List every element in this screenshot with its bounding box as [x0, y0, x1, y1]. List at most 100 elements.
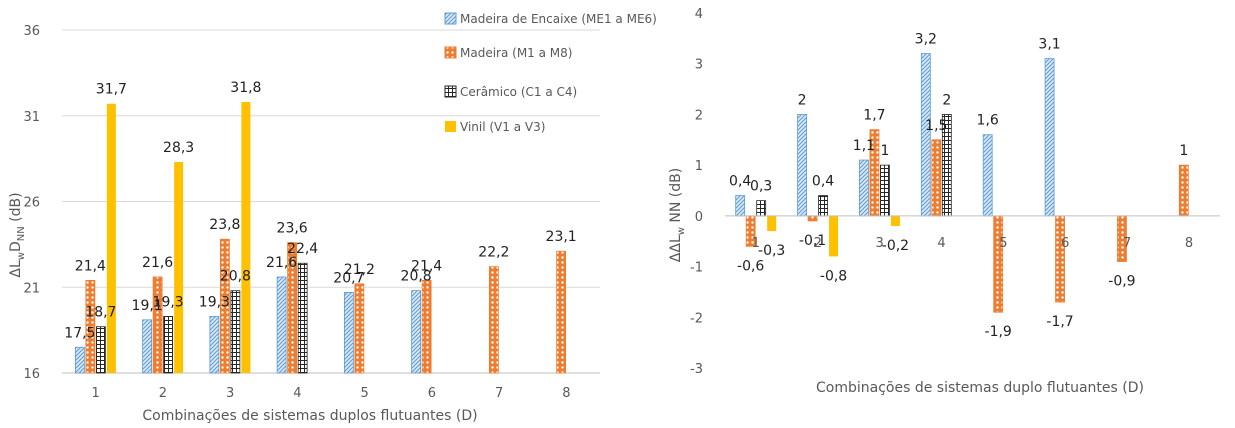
left-data-label: 31,7 [96, 82, 127, 98]
left-bar-madeira [152, 276, 163, 374]
left-x-tick-label: 5 [360, 386, 368, 401]
legend-item-vinil: Vinil (V1 a V3) [445, 120, 545, 134]
right-bar-madeira [1055, 215, 1065, 303]
right-x-tick-label: 6 [1061, 236, 1069, 251]
right-data-label: 1 [1179, 143, 1188, 159]
right-x-tick-label: 4 [937, 236, 945, 251]
right-bar-ceramico [880, 164, 890, 217]
right-y-tick-label: -3 [690, 362, 703, 377]
left-data-label: 19,3 [153, 294, 184, 310]
right-data-label: -0,8 [820, 268, 847, 284]
right-bar-madeira-encaixe [735, 195, 746, 217]
left-y-tick-label: 36 [23, 24, 40, 39]
right-bar-vinil [890, 215, 900, 226]
right-y-axis-title: ΔΔLw NN (dB) [668, 168, 687, 262]
left-y-tick-label: 21 [23, 281, 40, 296]
right-x-axis-title: Combinações de sistemas duplo flutuantes… [816, 380, 1144, 396]
right-data-label: -1,7 [1046, 314, 1073, 330]
legend: Madeira de Encaixe (ME1 a ME6) Madeira (… [444, 12, 657, 134]
right-data-label: 1 [880, 143, 889, 159]
left-bar-vinil [174, 162, 184, 373]
right-bar-madeira-encaixe [797, 114, 807, 217]
right-y-tick-label: 4 [695, 7, 703, 22]
right-data-label: 2 [798, 92, 807, 108]
right-bar-madeira [807, 215, 818, 222]
chart-right: 0,4 2 1,1 3,2 1,6 3,1 -0,6 -0,1 1,7 1,5 -1,9 -1,7 -0… [668, 7, 1220, 396]
legend-item-madeira-encaixe: Madeira de Encaixe (ME1 a ME6) [444, 12, 657, 26]
right-y-tick-label: 1 [695, 159, 703, 174]
left-bar-madeira [488, 266, 499, 374]
right-bar-madeira-encaixe [1044, 58, 1055, 217]
left-data-label: 23,8 [209, 217, 240, 233]
left-bar-madeira [421, 279, 432, 374]
right-bar-madeira-encaixe [859, 159, 869, 217]
left-bar-madeira-encaixe [209, 316, 220, 374]
left-y-tick-label: 26 [23, 196, 40, 211]
right-bars [735, 53, 1189, 313]
left-x-tick-label: 8 [562, 386, 570, 401]
left-bar-ceramico [95, 326, 106, 374]
left-data-label: 28,3 [163, 140, 194, 156]
right-data-label: 0,3 [750, 179, 772, 195]
left-gridlines [62, 29, 600, 374]
right-x-tick-label: 3 [876, 236, 884, 251]
right-data-label: 0,4 [812, 174, 834, 190]
right-bar-madeira-encaixe [982, 134, 993, 217]
legend-item-madeira: Madeira (M1 a M8) [444, 46, 572, 60]
left-bar-ceramico [163, 316, 174, 374]
right-x-tick-label: 2 [814, 236, 822, 251]
left-bars [74, 102, 567, 374]
left-bar-madeira [556, 250, 567, 374]
left-labels: 17,519,1 19,321,620,7 20,821,4 21,623,8 23,6… [64, 80, 576, 341]
right-data-label: 3,1 [1038, 37, 1060, 53]
right-data-label: -0,9 [1108, 274, 1135, 290]
left-x-tick-label: 2 [159, 386, 167, 401]
right-y-tick-label: -1 [690, 261, 703, 276]
right-data-label: 1,7 [863, 108, 885, 124]
legend-swatch-ceramico [444, 85, 457, 98]
legend-label-ceramico: Cerâmico (C1 a C4) [460, 85, 577, 99]
left-data-label: 21,4 [75, 258, 106, 274]
left-x-tick-label: 4 [293, 386, 301, 401]
right-bar-vinil [767, 215, 777, 232]
right-y-tick-label: -2 [690, 311, 703, 326]
left-data-label: 21,6 [266, 255, 297, 271]
right-data-label: -1,9 [985, 324, 1012, 340]
left-bar-madeira-encaixe [142, 319, 153, 374]
left-data-label: 31,8 [230, 80, 261, 96]
legend-item-ceramico: Cerâmico (C1 a C4) [444, 85, 577, 99]
left-ticks: 16 21 26 31 36 1 2 3 4 5 6 7 8 [23, 24, 570, 401]
left-data-label: 20,8 [220, 269, 251, 285]
legend-swatch-madeira [444, 46, 457, 59]
left-data-label: 23,1 [546, 229, 577, 245]
left-data-label: 21,2 [344, 262, 375, 278]
right-data-label: -0,2 [882, 238, 909, 254]
right-y-tick-label: 3 [695, 58, 703, 73]
right-x-tick-label: 8 [1185, 236, 1193, 251]
left-bar-madeira [287, 242, 298, 374]
right-bar-madeira [1178, 164, 1189, 217]
right-data-label: 2 [942, 92, 951, 108]
legend-label-madeira: Madeira (M1 a M8) [460, 46, 572, 60]
left-bar-madeira-encaixe [411, 290, 422, 374]
left-x-tick-label: 3 [226, 386, 234, 401]
right-labels: 0,4 2 1,1 3,2 1,6 3,1 -0,6 -0,1 1,7 1,5 -1,9 -1,7 -0… [729, 32, 1188, 341]
left-y-tick-label: 16 [23, 367, 40, 382]
left-bar-vinil [106, 103, 116, 374]
right-bar-ceramico [818, 195, 828, 217]
left-data-label: 22,4 [287, 241, 318, 257]
right-bar-ceramico [756, 200, 767, 217]
legend-swatch-madeira-encaixe [444, 12, 457, 25]
left-data-label: 19,1 [132, 298, 163, 314]
legend-swatch-vinil [445, 121, 456, 132]
right-data-label: 1,1 [853, 138, 875, 154]
left-bar-vinil [241, 102, 251, 373]
right-data-label: 3,2 [915, 32, 937, 48]
right-ticks: -3 -2 -1 0 1 2 3 4 1 2 3 4 5 6 7 8 [690, 7, 1193, 377]
left-bar-madeira-encaixe [276, 276, 287, 374]
legend-label-madeira-encaixe: Madeira de Encaixe (ME1 a ME6) [460, 12, 657, 26]
right-data-label: 1,5 [925, 118, 947, 134]
left-bar-madeira [85, 279, 96, 374]
left-y-tick-label: 31 [23, 110, 40, 125]
left-x-tick-label: 6 [428, 386, 436, 401]
